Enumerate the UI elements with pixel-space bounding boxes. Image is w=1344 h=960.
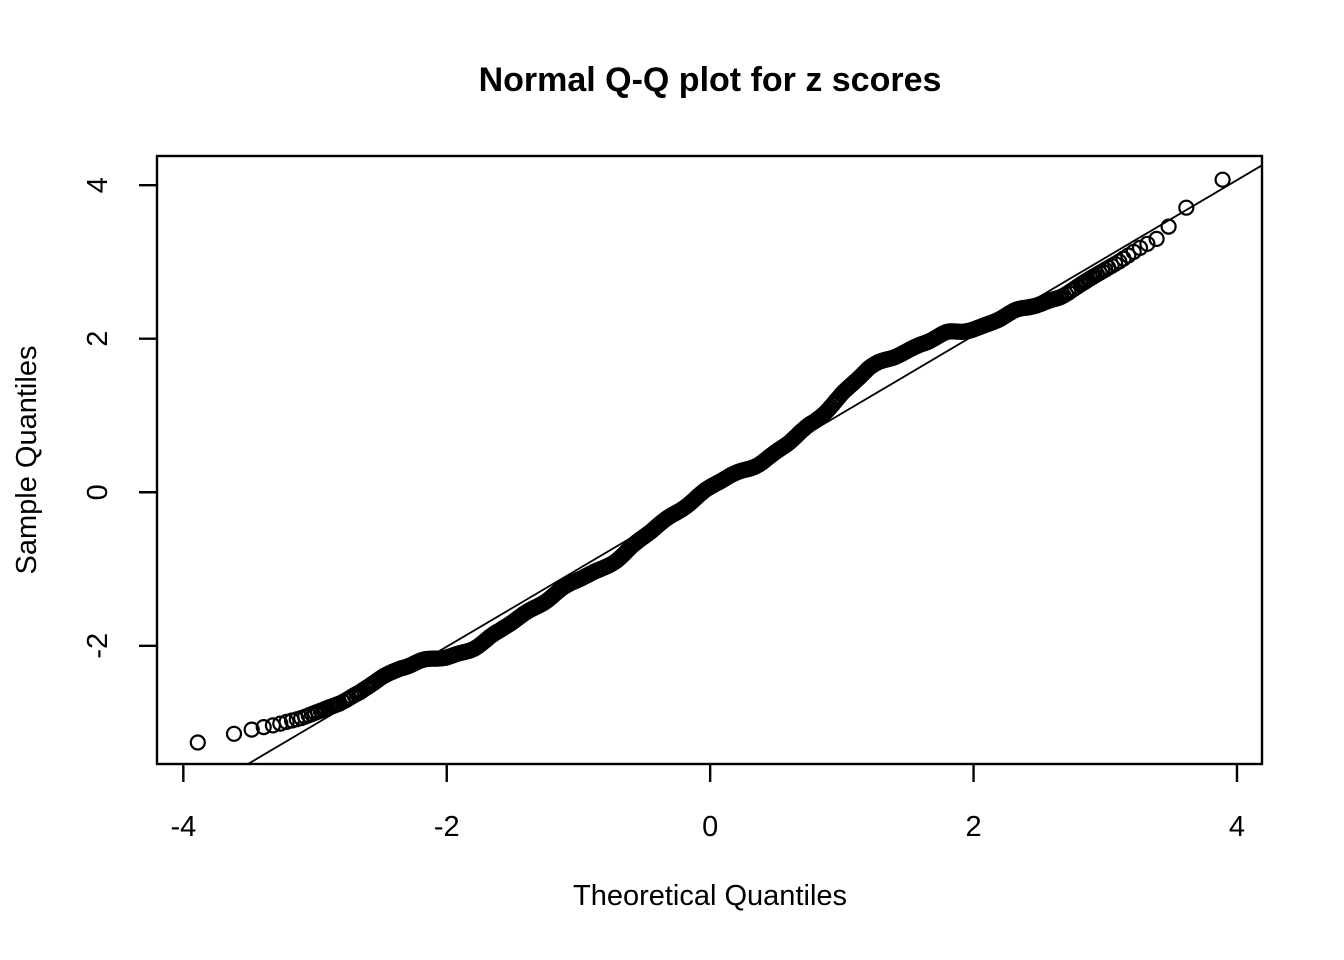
y-tick-label: 2 (82, 331, 114, 347)
x-tick-label: 2 (965, 811, 981, 843)
x-tick-label: -4 (170, 811, 196, 843)
y-axis: -2 0 2 4 (82, 177, 157, 659)
x-tick-label: -2 (434, 811, 460, 843)
data-point (1148, 230, 1165, 247)
y-tick-label: 4 (82, 177, 114, 193)
x-axis-label: Theoretical Quantiles (573, 880, 847, 912)
qq-points (189, 171, 1231, 751)
y-tick-label: 0 (82, 484, 114, 500)
data-point (1178, 199, 1195, 216)
data-point (272, 715, 289, 732)
chart-title: Normal Q-Q plot for z scores (479, 61, 942, 99)
x-axis: -4 -2 0 2 4 (170, 764, 1245, 843)
y-tick-label: -2 (82, 633, 114, 659)
reference-line (247, 164, 1263, 765)
data-point (255, 718, 272, 736)
data-point (189, 734, 206, 751)
x-tick-label: 4 (1229, 811, 1245, 843)
data-point (1139, 235, 1156, 252)
data-point (243, 721, 260, 738)
data-point (1160, 218, 1177, 235)
x-tick-label: 0 (702, 811, 718, 843)
y-axis-label: Sample Quantiles (11, 346, 43, 575)
plot-box (155, 154, 1264, 766)
data-point (1214, 171, 1231, 188)
data-point (225, 725, 243, 742)
